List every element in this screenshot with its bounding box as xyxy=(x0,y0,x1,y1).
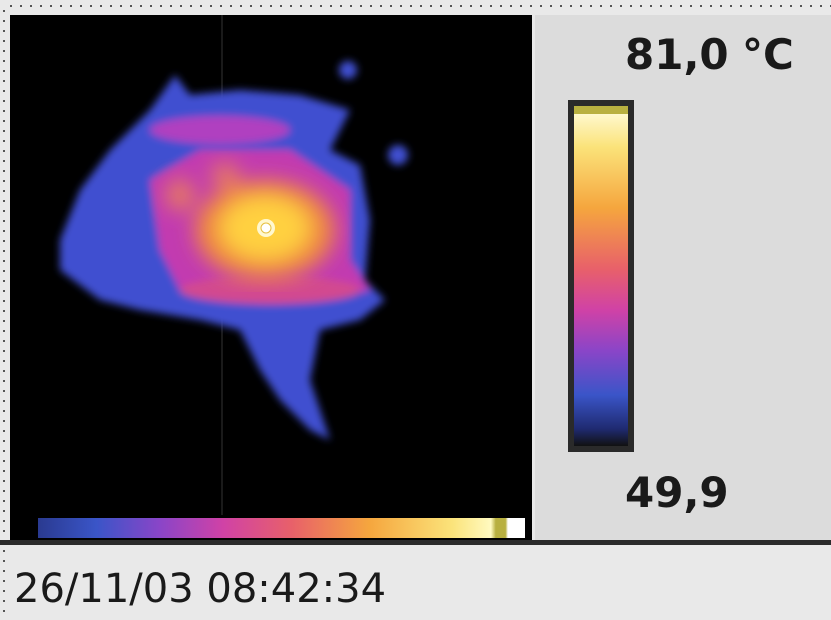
scale-max: 81,0 xyxy=(625,30,729,79)
scale-unit: °C xyxy=(742,30,794,79)
scale-min: 49,9 xyxy=(625,468,729,517)
thermal-viewer: 81,0 °C 49,9 26/11/03 08:42:34 xyxy=(0,0,831,620)
timestamp: 26/11/03 08:42:34 xyxy=(14,566,386,612)
thermal-display xyxy=(0,0,831,620)
